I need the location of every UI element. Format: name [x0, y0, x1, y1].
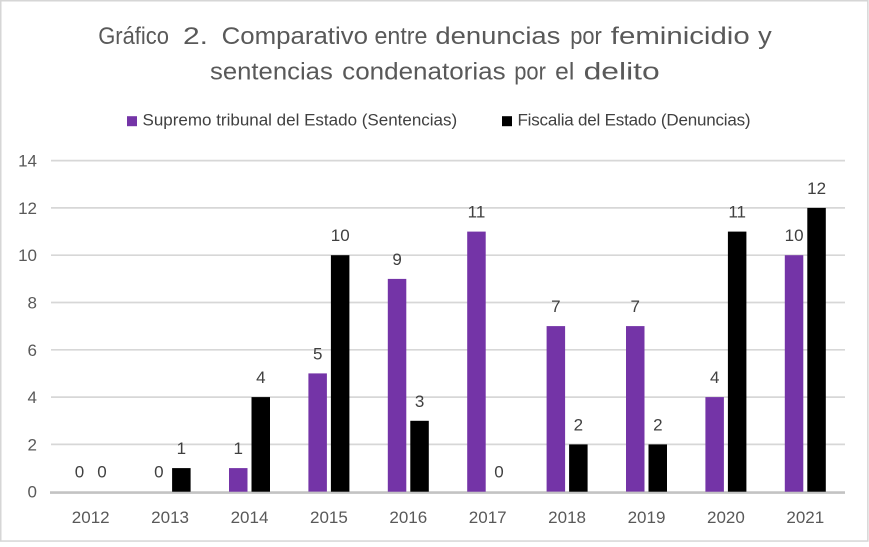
svg-text:0: 0: [154, 463, 163, 482]
svg-text:0: 0: [97, 463, 106, 482]
svg-text:1: 1: [177, 439, 186, 458]
svg-text:4: 4: [710, 368, 719, 387]
svg-text:Gráfico: Gráfico: [98, 23, 169, 50]
svg-text:4: 4: [28, 388, 37, 407]
svg-text:Fiscalia del Estado (Denuncias: Fiscalia del Estado (Denuncias): [518, 111, 751, 130]
svg-text:2012: 2012: [72, 508, 110, 527]
svg-text:sentencias: sentencias: [210, 59, 333, 86]
svg-text:2019: 2019: [628, 508, 666, 527]
svg-text:2: 2: [574, 415, 583, 434]
svg-text:11: 11: [468, 203, 486, 222]
svg-text:2015: 2015: [310, 508, 348, 527]
svg-text:condenatorias: condenatorias: [342, 59, 505, 86]
svg-text:8: 8: [28, 294, 37, 313]
svg-text:12: 12: [807, 179, 826, 198]
svg-text:feminicidio: feminicidio: [611, 23, 750, 50]
svg-text:entre: entre: [375, 23, 428, 50]
svg-text:2021: 2021: [786, 508, 824, 527]
svg-text:2014: 2014: [231, 508, 269, 527]
svg-text:0: 0: [75, 463, 84, 482]
svg-text:denuncias: denuncias: [435, 23, 560, 50]
svg-text:7: 7: [551, 297, 560, 316]
svg-text:2016: 2016: [389, 508, 427, 527]
svg-text:5: 5: [313, 344, 322, 363]
svg-text:2: 2: [28, 435, 37, 454]
svg-text:2018: 2018: [548, 508, 586, 527]
svg-text:2017: 2017: [469, 508, 507, 527]
svg-text:14: 14: [18, 152, 37, 171]
svg-text:10: 10: [331, 226, 350, 245]
svg-text:Comparativo: Comparativo: [222, 23, 368, 50]
svg-text:1: 1: [233, 439, 242, 458]
svg-text:Supremo tribunal del Estado (S: Supremo tribunal del Estado (Sentencias): [143, 111, 458, 130]
svg-text:3: 3: [415, 392, 424, 411]
svg-text:0: 0: [28, 483, 37, 502]
svg-text:10: 10: [785, 226, 804, 245]
svg-text:12: 12: [18, 199, 37, 218]
svg-text:11: 11: [728, 203, 746, 222]
svg-text:2: 2: [653, 415, 662, 434]
svg-text:delito: delito: [584, 59, 660, 86]
svg-text:por: por: [570, 23, 602, 50]
svg-text:y: y: [758, 23, 772, 50]
svg-text:2013: 2013: [151, 508, 189, 527]
svg-text:2.: 2.: [183, 23, 208, 50]
svg-text:10: 10: [18, 246, 37, 265]
svg-text:9: 9: [392, 250, 401, 269]
svg-text:por: por: [514, 59, 546, 86]
svg-text:0: 0: [494, 463, 503, 482]
svg-text:el: el: [555, 59, 574, 86]
svg-text:7: 7: [630, 297, 639, 316]
svg-text:2020: 2020: [707, 508, 745, 527]
svg-text:4: 4: [256, 368, 265, 387]
svg-text:6: 6: [28, 341, 37, 360]
